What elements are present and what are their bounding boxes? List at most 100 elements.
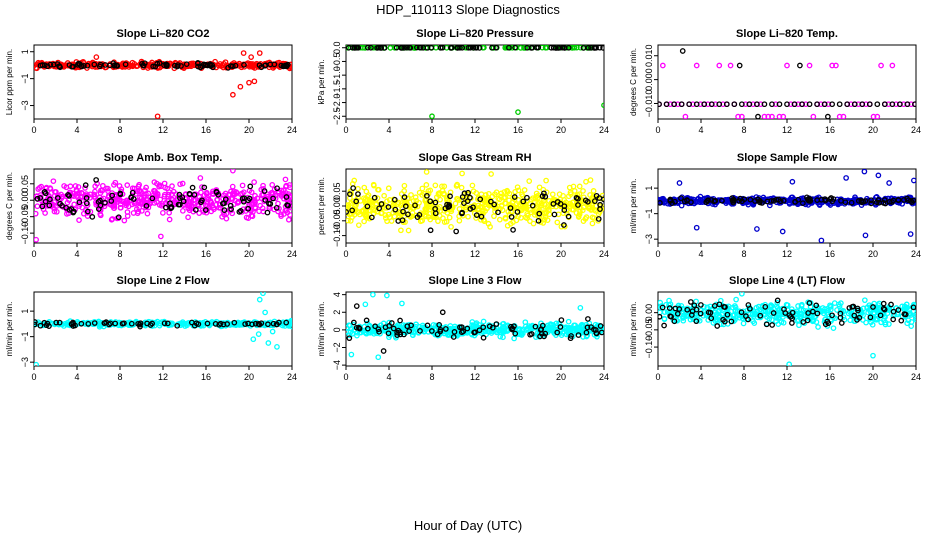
- subset-point: [417, 328, 423, 334]
- data-point: [364, 320, 371, 327]
- subset-point: [83, 200, 90, 207]
- subset-point: [428, 45, 435, 51]
- subset-point: [447, 193, 453, 200]
- data-point: [488, 171, 494, 177]
- subset-point: [168, 204, 175, 210]
- data-point: [404, 195, 411, 202]
- panel-title: Slope Li–820 Pressure: [416, 28, 533, 40]
- data-point: [93, 54, 100, 60]
- data-point: [570, 183, 577, 190]
- panel-title: Slope Line 3 Flow: [429, 275, 522, 287]
- subset-point: [813, 302, 820, 309]
- data-point: [346, 332, 353, 339]
- subset-point: [814, 310, 821, 317]
- subset-point: [895, 196, 902, 203]
- subset-point: [50, 61, 57, 68]
- subset-point: [739, 101, 745, 108]
- subset-point: [174, 322, 181, 329]
- data-point: [589, 220, 596, 227]
- subset-point: [266, 200, 272, 207]
- subset-point: [386, 323, 393, 329]
- data-point: [64, 199, 71, 206]
- data-point: [413, 321, 419, 328]
- subset-point: [39, 62, 46, 68]
- subset-point: [350, 45, 356, 51]
- subset-point: [678, 195, 684, 202]
- x-tick-label: 8: [429, 372, 434, 382]
- x-tick-label: 8: [117, 125, 122, 135]
- subset-point: [434, 331, 441, 338]
- subset-point: [874, 101, 881, 108]
- subset-point: [600, 45, 604, 51]
- data-point: [658, 299, 664, 306]
- data-point: [493, 327, 500, 334]
- y-tick-label: −0.05: [20, 205, 30, 228]
- subset-point: [453, 228, 460, 235]
- subset-point: [658, 101, 662, 108]
- data-point: [34, 203, 41, 210]
- subset-point: [575, 332, 582, 338]
- data-point: [907, 231, 914, 237]
- data-point: [395, 322, 401, 328]
- data-point: [549, 191, 556, 198]
- subset-point: [537, 333, 543, 340]
- subset-point: [747, 196, 754, 203]
- y-tick-label: −0.10: [644, 336, 654, 359]
- panel-title: Slope Li–820 Temp.: [736, 28, 838, 40]
- data-point: [780, 113, 787, 119]
- data-point: [417, 218, 424, 225]
- data-point: [482, 192, 489, 198]
- data-point: [565, 193, 572, 200]
- subset-point: [476, 327, 483, 334]
- data-point: [73, 192, 80, 199]
- data-point: [570, 206, 577, 213]
- data-point: [444, 193, 451, 200]
- data-point: [806, 62, 813, 69]
- data-point: [437, 204, 443, 210]
- data-point: [257, 202, 264, 209]
- subset-point: [755, 113, 761, 119]
- data-point: [441, 183, 448, 190]
- subset-point: [762, 304, 769, 310]
- subset-point: [799, 101, 805, 108]
- subset-point: [68, 321, 75, 328]
- subset-point: [535, 45, 542, 51]
- subset-point: [400, 208, 406, 215]
- subset-point: [285, 202, 291, 209]
- data-point: [795, 303, 801, 309]
- data-point: [727, 62, 734, 69]
- data-point: [251, 179, 257, 185]
- data-point: [288, 320, 292, 327]
- subset-point: [731, 101, 738, 108]
- subset-point: [667, 196, 674, 203]
- subset-point: [738, 309, 745, 316]
- subset-point: [278, 62, 285, 69]
- subset-point: [221, 207, 228, 213]
- subset-point: [283, 194, 290, 200]
- y-tick-label: −2.0: [332, 94, 342, 112]
- data-point: [144, 210, 151, 217]
- subset-point: [41, 319, 48, 326]
- figure-title: HDP_110113 Slope Diagnostics: [376, 2, 560, 17]
- data-point: [580, 218, 587, 225]
- x-tick-label: 24: [911, 125, 921, 135]
- subset-point: [346, 335, 353, 342]
- subset-point: [117, 190, 124, 197]
- subset-point: [274, 185, 280, 192]
- data-point: [365, 192, 372, 198]
- data-point: [663, 301, 669, 308]
- data-point: [130, 210, 137, 216]
- data-point: [94, 319, 101, 326]
- subset-point: [658, 200, 663, 206]
- subset-point: [240, 198, 247, 205]
- points-layer: [34, 169, 292, 243]
- subset-point: [824, 318, 831, 325]
- data-point: [580, 188, 586, 194]
- x-tick-label: 0: [655, 125, 660, 135]
- subset-point: [818, 196, 825, 203]
- x-tick-label: 16: [201, 372, 211, 382]
- data-point: [579, 197, 586, 204]
- x-tick-label: 4: [74, 249, 79, 259]
- data-point: [123, 202, 129, 209]
- subset-point: [349, 207, 356, 214]
